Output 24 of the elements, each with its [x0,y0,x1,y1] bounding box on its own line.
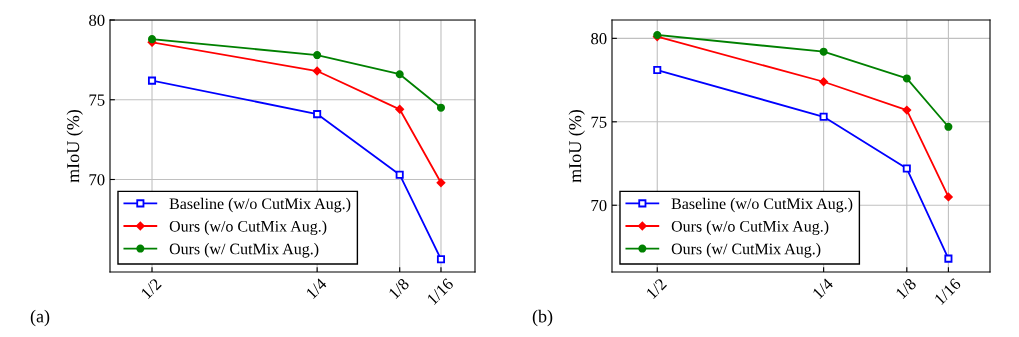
x-tick-label: 1/4 [305,277,328,300]
x-tick-label: 1/2 [645,277,668,300]
y-tick-label: 80 [591,33,607,45]
legend-label: Baseline (w/o CutMix Aug.) [169,197,351,213]
y-axis-title: mIoU (%) [66,109,83,183]
text: (b) [532,309,553,327]
y-tick-label: 80 [89,14,105,26]
text: (a) [30,309,50,327]
x-tick-label: 1/8 [388,277,410,300]
legend-label: Ours (w/ CutMix Aug.) [169,243,319,258]
y-tick-label: 70 [89,174,105,186]
x-tick-label: 1/8 [895,277,917,300]
y-tick-label: 75 [89,94,105,106]
legend-label: Ours (w/o CutMix Aug.) [169,220,327,236]
x-tick-label: 1/4 [812,277,834,300]
x-tick-label: 1/16 [426,277,455,306]
x-tick-label: 1/2 [140,277,162,300]
y-tick-label: 75 [591,116,607,128]
x-tick-label: 1/16 [934,277,962,306]
legend-label: Ours (w/o CutMix Aug.) [671,220,829,236]
legend-label: Ours (w/ CutMix Aug.) [671,243,821,258]
y-tick-label: 70 [591,199,607,212]
legend-label: Baseline (w/o CutMix Aug.) [671,197,853,213]
y-axis-title: mIoU (%) [568,109,585,183]
